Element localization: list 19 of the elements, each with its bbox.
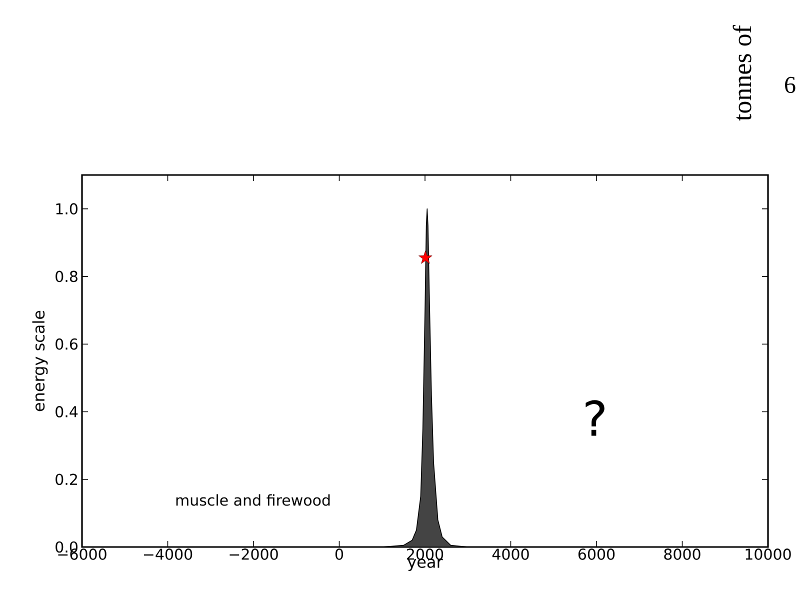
- x-tick-label: −2000: [230, 548, 278, 560]
- x-tick-label: 6000: [578, 548, 615, 560]
- y-tick-label: 1.0: [56, 203, 78, 214]
- text: tonnes of: [732, 24, 752, 121]
- x-tick-label: 0: [335, 548, 344, 560]
- y-axis-title: energy scale: [32, 310, 48, 412]
- x-tick-label: −4000: [144, 548, 192, 560]
- x-tick-label: 10000: [746, 548, 791, 560]
- x-tick-label: 4000: [492, 548, 529, 560]
- annotation: muscle and firewood: [176, 494, 330, 506]
- y-tick-label: 0.8: [56, 270, 78, 282]
- y-tick-label: 0.4: [56, 406, 78, 418]
- y-tick-label: 0.2: [56, 474, 77, 486]
- annotation: ?: [586, 400, 604, 436]
- x-axis-title: year: [408, 558, 443, 572]
- text: 6: [785, 76, 796, 94]
- x-tick-label: 8000: [664, 548, 700, 560]
- x-tick-label: 2000: [407, 548, 444, 560]
- y-tick-label: 0.6: [56, 338, 78, 350]
